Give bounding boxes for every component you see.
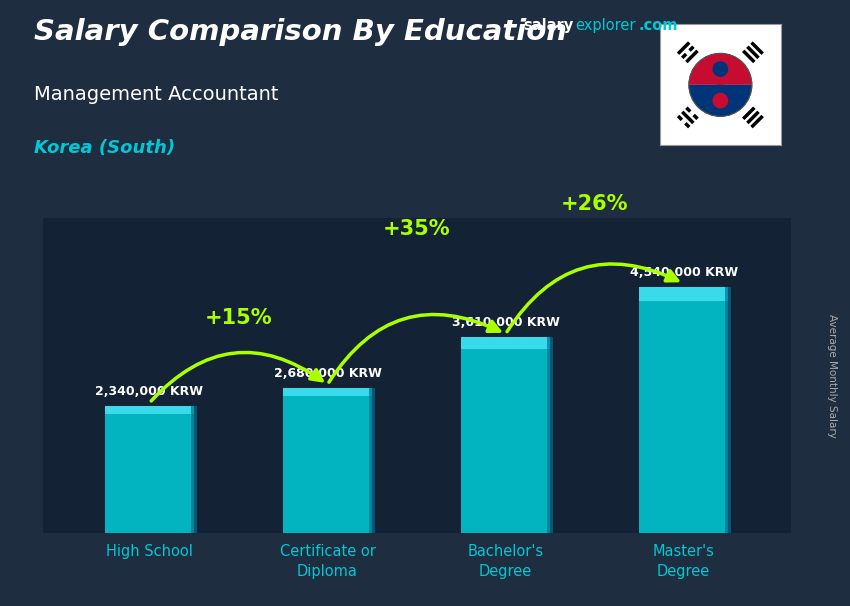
Text: Korea (South): Korea (South) <box>34 139 175 158</box>
Bar <box>461 337 550 533</box>
FancyArrowPatch shape <box>507 264 677 331</box>
Bar <box>547 337 552 533</box>
Circle shape <box>705 53 736 85</box>
Text: Salary Comparison By Education: Salary Comparison By Education <box>34 18 567 46</box>
Bar <box>105 406 194 414</box>
Text: Management Accountant: Management Accountant <box>34 85 279 104</box>
Bar <box>283 388 372 533</box>
Circle shape <box>712 93 728 108</box>
Text: explorer: explorer <box>575 18 636 33</box>
Text: .com: .com <box>638 18 677 33</box>
FancyArrowPatch shape <box>151 353 322 401</box>
Text: 3,610,000 KRW: 3,610,000 KRW <box>451 316 559 329</box>
Text: 2,340,000 KRW: 2,340,000 KRW <box>95 385 203 398</box>
Text: Average Monthly Salary: Average Monthly Salary <box>827 314 837 438</box>
Wedge shape <box>688 53 752 85</box>
Bar <box>726 287 731 533</box>
Bar <box>639 287 728 533</box>
Circle shape <box>712 61 728 77</box>
Bar <box>191 406 196 533</box>
Text: 4,540,000 KRW: 4,540,000 KRW <box>630 266 738 279</box>
Text: salary: salary <box>523 18 573 33</box>
Circle shape <box>705 85 736 116</box>
Bar <box>105 406 194 533</box>
Bar <box>461 337 550 349</box>
Text: +15%: +15% <box>205 308 272 328</box>
Wedge shape <box>688 85 752 116</box>
Bar <box>369 388 375 533</box>
Circle shape <box>688 53 752 116</box>
Text: +35%: +35% <box>382 219 450 239</box>
Bar <box>283 388 372 396</box>
Bar <box>639 287 728 301</box>
Text: +26%: +26% <box>561 194 628 214</box>
Text: 2,680,000 KRW: 2,680,000 KRW <box>274 367 382 380</box>
FancyArrowPatch shape <box>329 315 500 382</box>
